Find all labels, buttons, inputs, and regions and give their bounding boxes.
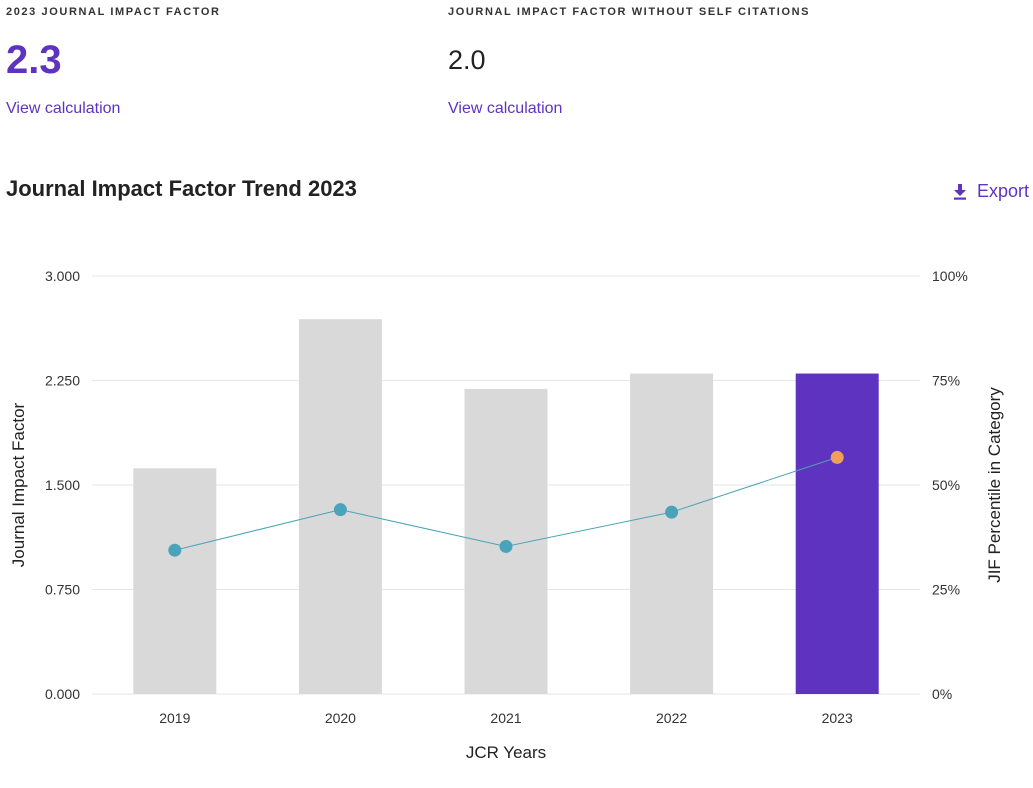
y2-tick-label: 0% [932,686,952,702]
bars [133,319,879,694]
axis-labels: 0.000 0% 0.750 25% 1.500 50% 2.250 75% 3.000 100%… [9,268,1004,762]
chart-title: Journal Impact Factor Trend 2023 [6,176,357,201]
y-tick-label: 2.250 [45,373,80,389]
y2-axis-label: JIF Percentile in Category [985,387,1004,583]
y2-tick-label: 50% [932,477,960,493]
export-label: Export [976,181,1029,201]
download-icon [953,183,967,200]
percentile-point-2023[interactable] [830,450,844,464]
y2-tick-label: 75% [932,373,960,389]
percentile-point-2022[interactable] [665,505,679,519]
jif-value: 2.3 [6,38,62,82]
export-button[interactable]: Export [953,181,1029,202]
y-tick-label: 0.000 [45,686,80,702]
y2-tick-label: 100% [932,268,968,284]
jif-without-self-citations-value: 2.0 [448,45,486,75]
percentile-point-2019[interactable] [168,543,182,557]
percentile-points [168,450,844,557]
jif-without-self-citations-view-calculation-link[interactable]: View calculation [448,100,563,117]
jif-trend-chart: 0.000 0% 0.750 25% 1.500 50% 2.250 75% 3.000 100%… [9,268,1004,762]
x-tick-label: 2022 [656,710,687,726]
x-tick-label: 2023 [822,710,853,726]
y-tick-label: 0.750 [45,582,80,598]
y-axis-label: Journal Impact Factor [9,402,28,567]
bar-2022[interactable] [630,373,714,694]
x-axis-label: JCR Years [466,743,546,762]
bar-2023[interactable] [795,373,879,694]
bar-2019[interactable] [133,468,217,694]
jif-without-self-citations-label: JOURNAL IMPACT FACTOR WITHOUT SELF CITAT… [448,6,811,18]
percentile-point-2021[interactable] [499,539,513,553]
x-tick-label: 2019 [159,710,190,726]
jif-view-calculation-link[interactable]: View calculation [6,100,121,117]
x-tick-label: 2020 [325,710,356,726]
y-tick-label: 3.000 [45,268,80,284]
percentile-point-2020[interactable] [333,503,347,517]
y-tick-label: 1.500 [45,477,80,493]
y2-tick-label: 25% [932,582,960,598]
x-tick-label: 2021 [490,710,521,726]
jif-label: 2023 JOURNAL IMPACT FACTOR [6,6,221,18]
